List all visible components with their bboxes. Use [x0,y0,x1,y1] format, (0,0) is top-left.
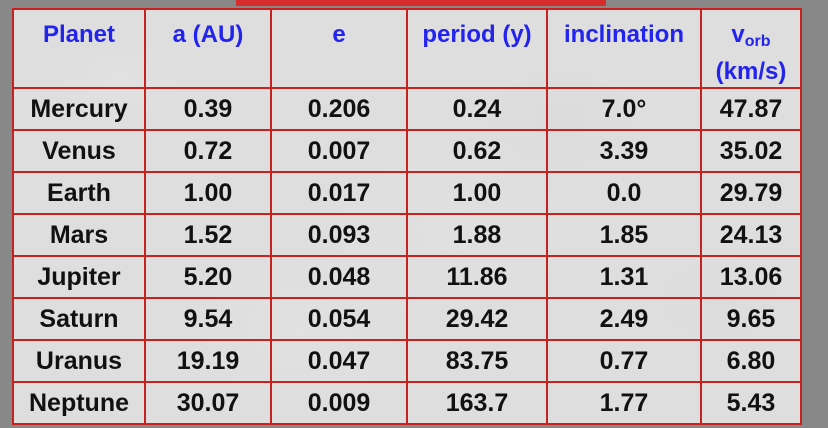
cell-semimajor-axis: 19.19 [144,339,272,383]
cell-period: 0.62 [406,129,548,173]
cell-semimajor-axis: 0.72 [144,129,272,173]
cell-planet: Mars [12,213,146,257]
table-row: Mercury 0.39 0.206 0.24 7.0° 47.87 [12,87,802,131]
cell-period: 1.88 [406,213,548,257]
cell-inclination: 1.77 [546,381,702,425]
cell-orbital-velocity: 35.02 [700,129,802,173]
cell-inclination: 1.85 [546,213,702,257]
header-period: period (y) [406,8,548,89]
table-row: Earth 1.00 0.017 1.00 0.0 29.79 [12,171,802,215]
cell-orbital-velocity: 5.43 [700,381,802,425]
cell-semimajor-axis: 5.20 [144,255,272,299]
cell-inclination: 3.39 [546,129,702,173]
cell-orbital-velocity: 6.80 [700,339,802,383]
cell-semimajor-axis: 30.07 [144,381,272,425]
header-velocity-symbol: v [731,21,745,48]
header-velocity-unit: (km/s) [715,58,787,85]
cell-period: 29.42 [406,297,548,341]
cell-inclination: 0.0 [546,171,702,215]
cell-eccentricity: 0.017 [270,171,408,215]
cell-planet: Jupiter [12,255,146,299]
cell-eccentricity: 0.093 [270,213,408,257]
table-row: Mars 1.52 0.093 1.88 1.85 24.13 [12,213,802,257]
cell-orbital-velocity: 9.65 [700,297,802,341]
header-velocity-subscript: orb [744,33,771,50]
table-row: Venus 0.72 0.007 0.62 3.39 35.02 [12,129,802,173]
planet-orbit-table: Planet a (AU) e period (y) inclination v… [12,8,802,425]
header-inclination: inclination [546,8,702,89]
table-row: Neptune 30.07 0.009 163.7 1.77 5.43 [12,381,802,425]
cell-inclination: 7.0° [546,87,702,131]
cell-planet: Saturn [12,297,146,341]
table-body: Mercury 0.39 0.206 0.24 7.0° 47.87 Venus 0.72 0.… [12,87,802,425]
cell-eccentricity: 0.054 [270,297,408,341]
cell-planet: Neptune [12,381,146,425]
cell-inclination: 0.77 [546,339,702,383]
table-row: Saturn 9.54 0.054 29.42 2.49 9.65 [12,297,802,341]
cell-eccentricity: 0.007 [270,129,408,173]
header-row: Planet a (AU) e period (y) inclination v… [12,8,802,89]
cell-planet: Mercury [12,87,146,131]
cell-eccentricity: 0.048 [270,255,408,299]
cell-period: 163.7 [406,381,548,425]
cell-planet: Uranus [12,339,146,383]
cell-eccentricity: 0.206 [270,87,408,131]
cell-eccentricity: 0.047 [270,339,408,383]
cell-semimajor-axis: 1.00 [144,171,272,215]
table-row: Jupiter 5.20 0.048 11.86 1.31 13.06 [12,255,802,299]
cell-planet: Earth [12,171,146,215]
cell-orbital-velocity: 47.87 [700,87,802,131]
cell-period: 83.75 [406,339,548,383]
cell-orbital-velocity: 13.06 [700,255,802,299]
header-planet: Planet [12,8,146,89]
cell-planet: Venus [12,129,146,173]
header-semimajor-axis: a (AU) [144,8,272,89]
header-eccentricity: e [270,8,408,89]
header-orbital-velocity: vorb (km/s) [700,8,802,89]
cell-eccentricity: 0.009 [270,381,408,425]
table-row: Uranus 19.19 0.047 83.75 0.77 6.80 [12,339,802,383]
cell-semimajor-axis: 1.52 [144,213,272,257]
cell-inclination: 1.31 [546,255,702,299]
cell-orbital-velocity: 29.79 [700,171,802,215]
cell-semimajor-axis: 0.39 [144,87,272,131]
cell-orbital-velocity: 24.13 [700,213,802,257]
cell-inclination: 2.49 [546,297,702,341]
cell-period: 0.24 [406,87,548,131]
cell-semimajor-axis: 9.54 [144,297,272,341]
cell-period: 1.00 [406,171,548,215]
cell-period: 11.86 [406,255,548,299]
title-strip [236,0,606,6]
